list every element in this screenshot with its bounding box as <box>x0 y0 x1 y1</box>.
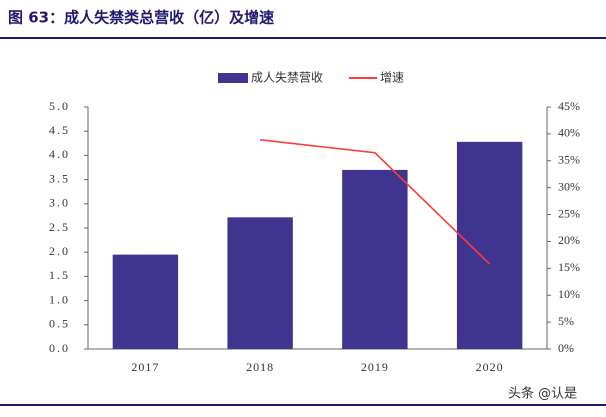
y2-tick-label: 5% <box>558 314 574 328</box>
y-tick-label: 3.0 <box>49 196 70 210</box>
legend-label: 增速 <box>380 71 404 85</box>
x-tick-label: 2019 <box>361 360 389 374</box>
chart-title: 图 63：成人失禁类总营收（亿）及增速 <box>8 9 274 27</box>
legend-swatch <box>218 73 248 83</box>
bar <box>227 217 293 349</box>
y2-tick-label: 15% <box>558 260 580 274</box>
y2-tick-label: 25% <box>558 206 580 220</box>
y2-tick-label: 20% <box>558 233 580 247</box>
x-tick-label: 2020 <box>476 360 504 374</box>
y2-tick-label: 40% <box>558 126 580 140</box>
x-tick-label: 2018 <box>246 360 274 374</box>
y-tick-label: 5.0 <box>49 99 70 113</box>
legend-label: 成人失禁营收 <box>251 70 323 85</box>
y2-tick-label: 10% <box>558 287 580 301</box>
y2-tick-label: 0% <box>558 341 574 355</box>
bar <box>456 141 523 349</box>
y-tick-label: 4.0 <box>49 147 70 161</box>
y-tick-label: 0.5 <box>49 317 70 331</box>
x-tick-label: 2017 <box>131 360 159 374</box>
y-tick-label: 1.0 <box>49 292 70 306</box>
y2-tick-label: 30% <box>558 179 580 193</box>
y2-tick-label: 35% <box>558 153 580 167</box>
y2-tick-label: 45% <box>558 99 580 113</box>
watermark: 头条 @认是 <box>508 386 577 402</box>
y-tick-label: 1.5 <box>49 268 70 282</box>
y-tick-label: 0.0 <box>49 341 70 355</box>
y-tick-label: 2.0 <box>49 244 70 258</box>
line <box>260 139 491 265</box>
y-tick-label: 3.5 <box>49 171 70 185</box>
y-tick-label: 2.5 <box>49 220 70 234</box>
bar <box>342 169 408 349</box>
bar <box>112 254 179 349</box>
y-tick-label: 4.5 <box>49 123 70 137</box>
